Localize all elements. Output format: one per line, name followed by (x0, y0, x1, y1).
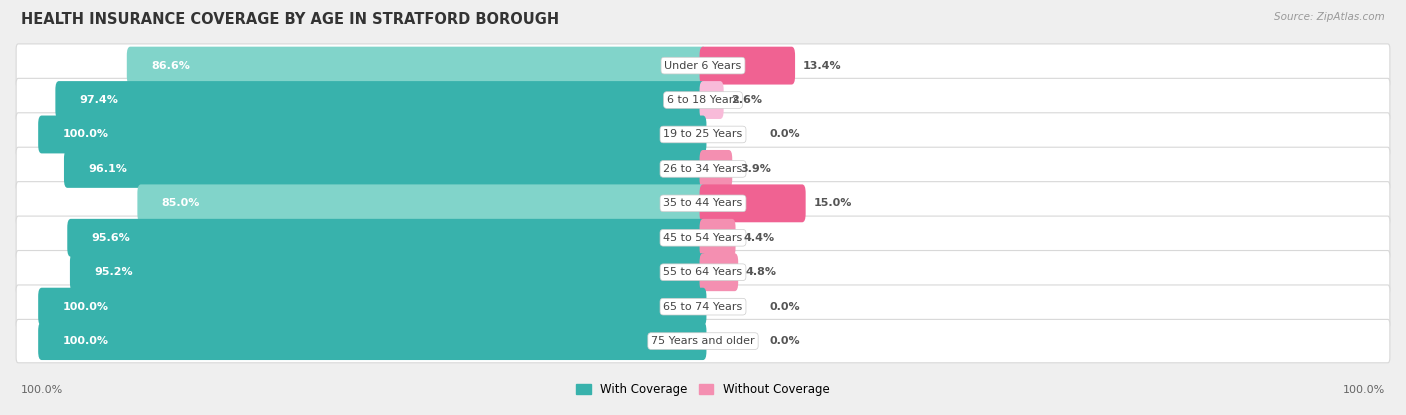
Text: 0.0%: 0.0% (769, 336, 800, 346)
FancyBboxPatch shape (70, 253, 706, 291)
FancyBboxPatch shape (55, 81, 706, 119)
Text: 4.4%: 4.4% (744, 233, 775, 243)
Text: Source: ZipAtlas.com: Source: ZipAtlas.com (1274, 12, 1385, 22)
FancyBboxPatch shape (700, 219, 735, 257)
FancyBboxPatch shape (38, 288, 706, 326)
FancyBboxPatch shape (15, 182, 1391, 225)
Text: 4.8%: 4.8% (745, 267, 776, 277)
Text: HEALTH INSURANCE COVERAGE BY AGE IN STRATFORD BOROUGH: HEALTH INSURANCE COVERAGE BY AGE IN STRA… (21, 12, 560, 27)
FancyBboxPatch shape (15, 320, 1391, 363)
Text: 100.0%: 100.0% (62, 129, 108, 139)
Text: 3.9%: 3.9% (740, 164, 770, 174)
Text: 86.6%: 86.6% (150, 61, 190, 71)
Text: 45 to 54 Years: 45 to 54 Years (664, 233, 742, 243)
Text: 26 to 34 Years: 26 to 34 Years (664, 164, 742, 174)
Text: 6 to 18 Years: 6 to 18 Years (666, 95, 740, 105)
Text: 95.6%: 95.6% (91, 233, 131, 243)
Text: 100.0%: 100.0% (1343, 385, 1385, 395)
FancyBboxPatch shape (15, 251, 1391, 294)
Text: 15.0%: 15.0% (813, 198, 852, 208)
FancyBboxPatch shape (38, 322, 706, 360)
FancyBboxPatch shape (700, 150, 733, 188)
Text: 0.0%: 0.0% (769, 302, 800, 312)
Text: 100.0%: 100.0% (62, 302, 108, 312)
FancyBboxPatch shape (15, 78, 1391, 122)
Text: 75 Years and older: 75 Years and older (651, 336, 755, 346)
FancyBboxPatch shape (15, 44, 1391, 87)
Text: 96.1%: 96.1% (89, 164, 127, 174)
FancyBboxPatch shape (15, 113, 1391, 156)
Text: 65 to 74 Years: 65 to 74 Years (664, 302, 742, 312)
FancyBboxPatch shape (15, 216, 1391, 259)
Text: 97.4%: 97.4% (80, 95, 118, 105)
FancyBboxPatch shape (700, 46, 794, 85)
Text: Under 6 Years: Under 6 Years (665, 61, 741, 71)
Text: 100.0%: 100.0% (21, 385, 63, 395)
Text: 100.0%: 100.0% (62, 336, 108, 346)
Text: 19 to 25 Years: 19 to 25 Years (664, 129, 742, 139)
FancyBboxPatch shape (38, 115, 706, 154)
FancyBboxPatch shape (67, 219, 706, 257)
FancyBboxPatch shape (700, 184, 806, 222)
Text: 13.4%: 13.4% (803, 61, 841, 71)
FancyBboxPatch shape (15, 285, 1391, 328)
FancyBboxPatch shape (700, 81, 724, 119)
Text: 2.6%: 2.6% (731, 95, 762, 105)
FancyBboxPatch shape (700, 253, 738, 291)
Legend: With Coverage, Without Coverage: With Coverage, Without Coverage (572, 378, 834, 401)
FancyBboxPatch shape (15, 147, 1391, 190)
Text: 35 to 44 Years: 35 to 44 Years (664, 198, 742, 208)
FancyBboxPatch shape (127, 46, 706, 85)
FancyBboxPatch shape (63, 150, 706, 188)
Text: 95.2%: 95.2% (94, 267, 132, 277)
FancyBboxPatch shape (138, 184, 706, 222)
Text: 55 to 64 Years: 55 to 64 Years (664, 267, 742, 277)
Text: 85.0%: 85.0% (162, 198, 200, 208)
Text: 0.0%: 0.0% (769, 129, 800, 139)
